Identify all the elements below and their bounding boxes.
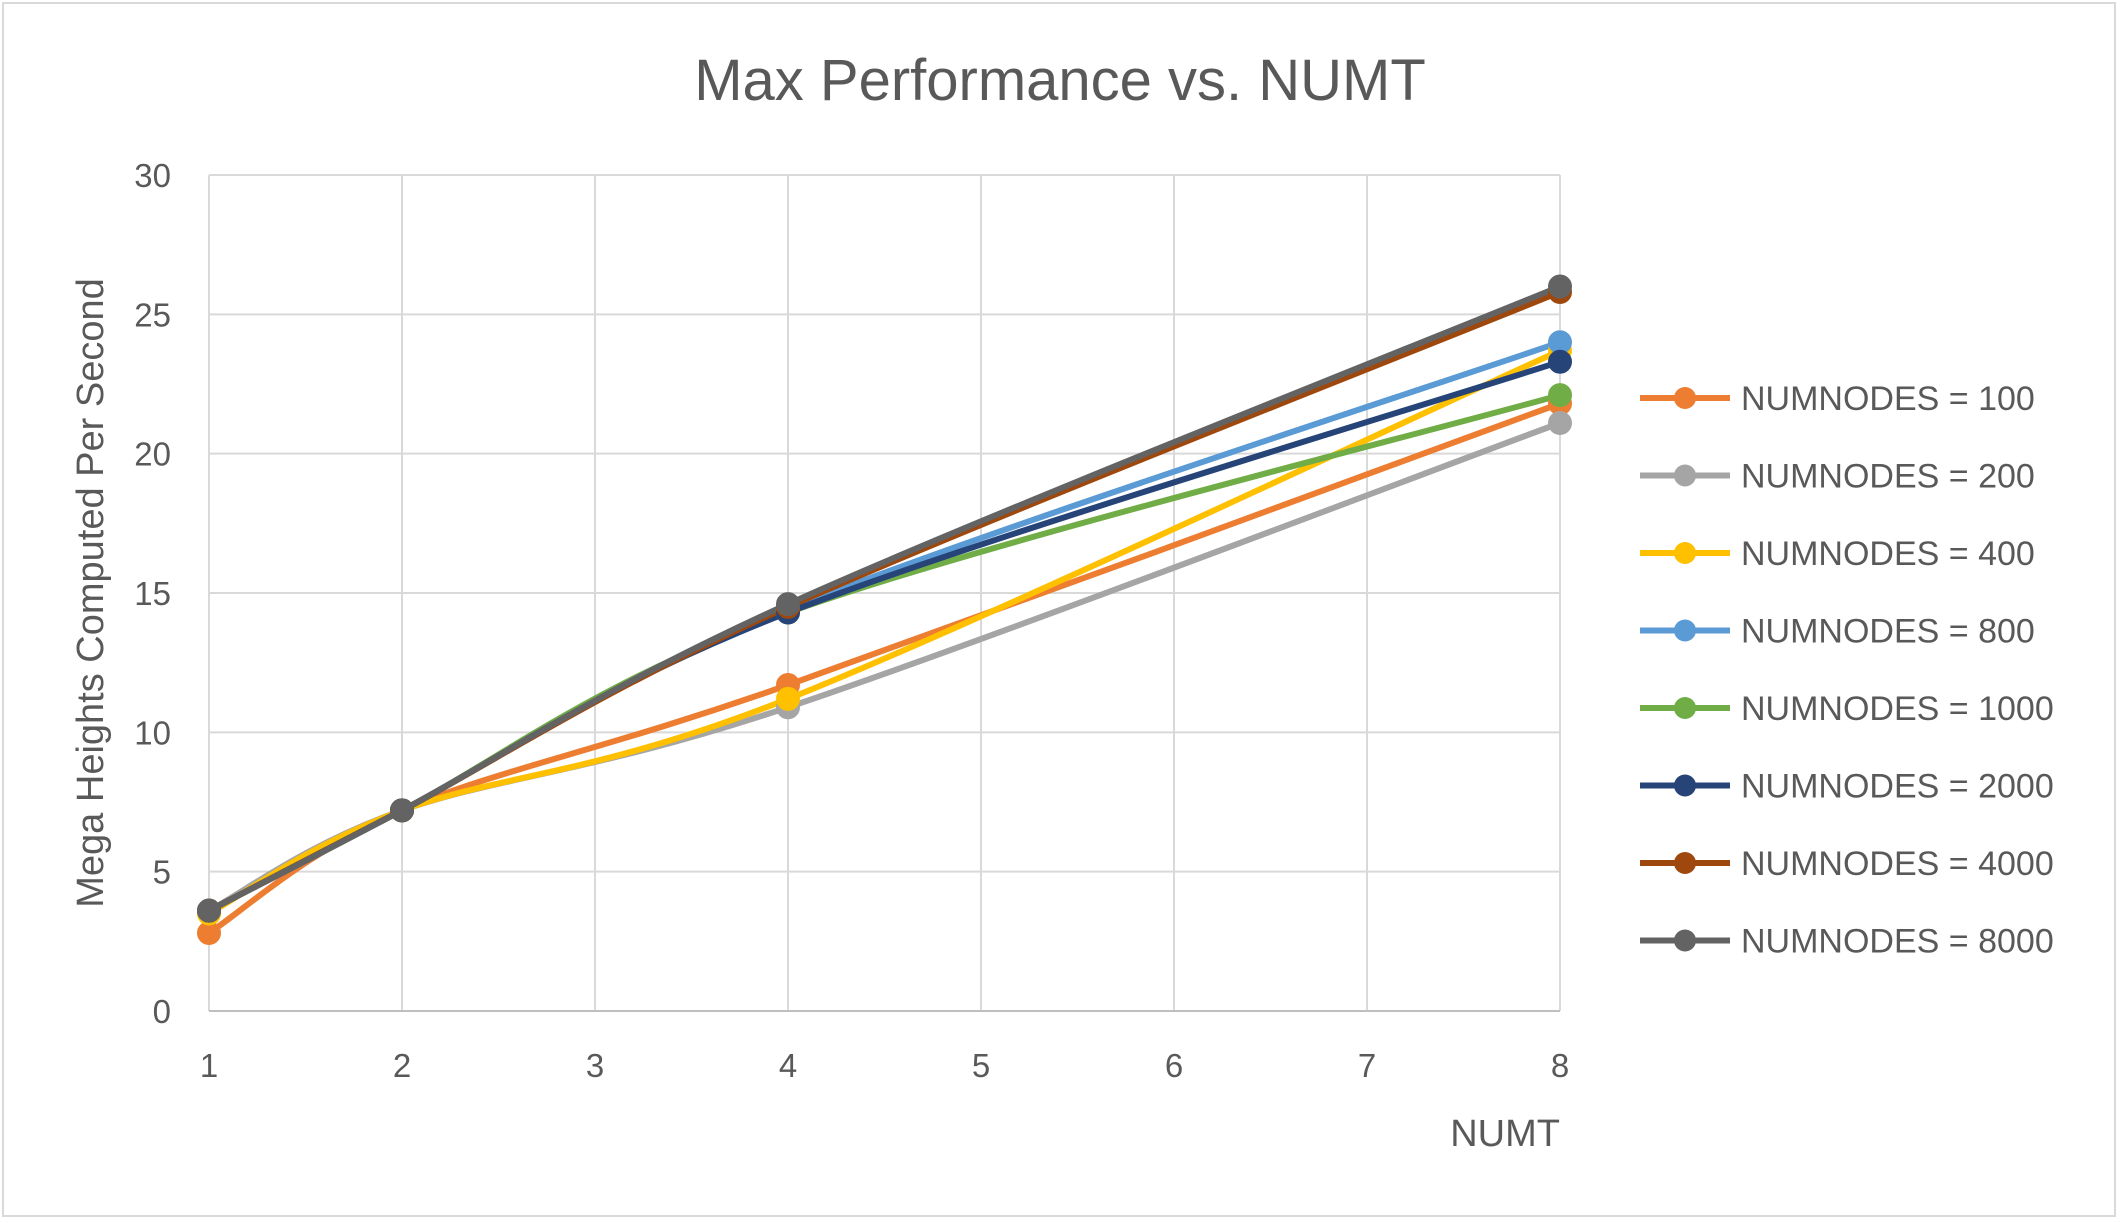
legend-swatch-marker [1674, 542, 1696, 564]
chart-title: Max Performance vs. NUMT [694, 48, 1426, 113]
data-point-numnodes-2000-x8 [1548, 349, 1572, 374]
data-point-numnodes-8000-x2 [390, 798, 414, 823]
legend-swatch-marker [1674, 774, 1696, 797]
legend-item-numnodes-800: NUMNODES = 800 [1640, 613, 2035, 651]
y-axis-tick-labels: 0 5 10 15 20 25 30 [134, 157, 171, 1030]
legend-swatch-marker [1674, 852, 1696, 874]
y-tick-label-0: 0 [153, 993, 171, 1030]
x-tick-label-1: 1 [200, 1047, 218, 1084]
legend-label: NUMNODES = 100 [1741, 380, 2035, 418]
y-tick-label-15: 15 [134, 575, 171, 612]
legend-swatch-marker [1674, 697, 1696, 719]
y-tick-label-25: 25 [134, 296, 171, 333]
legend-swatch-marker [1674, 387, 1696, 409]
legend-item-numnodes-400: NUMNODES = 400 [1640, 535, 2035, 573]
legend-swatch-marker [1674, 619, 1696, 642]
legend-item-numnodes-2000: NUMNODES = 2000 [1640, 768, 2054, 806]
legend-item-numnodes-100: NUMNODES = 100 [1640, 380, 2035, 418]
data-point-numnodes-8000-x4 [776, 592, 800, 617]
legend-item-numnodes-200: NUMNODES = 200 [1640, 458, 2035, 496]
y-tick-label-20: 20 [134, 436, 171, 473]
series-line-numnodes-4000 [206, 289, 1563, 914]
series-line-numnodes-200 [206, 420, 1563, 914]
legend-label: NUMNODES = 4000 [1741, 845, 2054, 883]
x-tick-label-8: 8 [1551, 1047, 1569, 1084]
series-line-numnodes-8000 [206, 283, 1563, 914]
legend-label: NUMNODES = 400 [1741, 535, 2035, 573]
legend-label: NUMNODES = 2000 [1741, 768, 2054, 806]
legend-label: NUMNODES = 800 [1741, 613, 2035, 651]
y-tick-label-30: 30 [134, 157, 171, 194]
legend-item-numnodes-4000: NUMNODES = 4000 [1640, 845, 2054, 883]
data-point-numnodes-8000-x1 [197, 898, 221, 923]
x-axis-title: NUMT [1450, 1113, 1560, 1155]
x-tick-label-2: 2 [393, 1047, 411, 1084]
x-tick-label-4: 4 [779, 1047, 797, 1084]
data-point-numnodes-1000-x8 [1548, 383, 1572, 408]
legend-swatch-marker [1674, 929, 1696, 952]
data-point-numnodes-200-x8 [1548, 411, 1572, 436]
series-line-numnodes-100 [206, 400, 1563, 936]
y-tick-label-5: 5 [153, 854, 171, 891]
series-lines [206, 283, 1563, 936]
x-axis-tick-labels: 1 2 3 4 5 6 7 8 [200, 1047, 1569, 1084]
y-axis-title: Mega Heights Computed Per Second [70, 278, 112, 907]
x-tick-label-5: 5 [972, 1047, 990, 1084]
series-markers [197, 274, 1572, 945]
legend-item-numnodes-8000: NUMNODES = 8000 [1640, 923, 2054, 961]
legend: NUMNODES = 100 NUMNODES = 200 NUMNODES = 4… [1640, 380, 2054, 961]
y-tick-label-10: 10 [134, 714, 171, 751]
gridlines [208, 174, 1561, 1011]
x-tick-label-7: 7 [1358, 1047, 1376, 1084]
x-tick-label-3: 3 [586, 1047, 604, 1084]
legend-swatch-marker [1674, 464, 1696, 487]
data-point-numnodes-400-x4 [776, 686, 800, 711]
data-point-numnodes-8000-x8 [1548, 274, 1572, 299]
series-line-numnodes-400 [206, 347, 1563, 917]
legend-label: NUMNODES = 1000 [1741, 690, 2054, 728]
legend-label: NUMNODES = 200 [1741, 458, 2035, 496]
x-tick-label-6: 6 [1165, 1047, 1183, 1084]
legend-item-numnodes-1000: NUMNODES = 1000 [1640, 690, 2054, 728]
legend-label: NUMNODES = 8000 [1741, 923, 2054, 961]
